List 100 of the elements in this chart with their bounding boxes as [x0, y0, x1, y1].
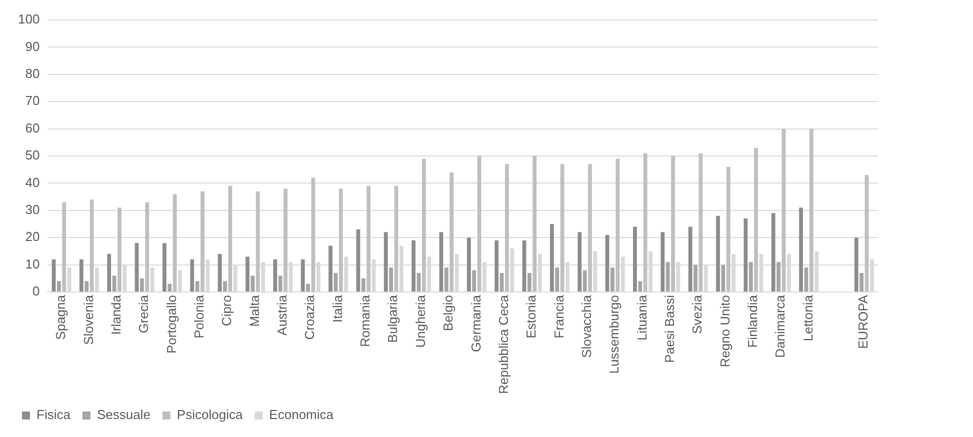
bar — [666, 262, 670, 292]
y-tick-label: 90 — [25, 38, 40, 54]
bar — [90, 200, 94, 292]
bar — [134, 243, 139, 292]
y-tick-label: 80 — [25, 66, 40, 81]
bar — [218, 254, 222, 292]
bar — [466, 238, 471, 292]
bar — [284, 188, 288, 292]
bar — [384, 232, 388, 292]
bar — [422, 158, 426, 292]
bar — [107, 254, 112, 292]
bar — [112, 276, 116, 292]
x-tick-label: Croazia — [302, 294, 318, 340]
x-tick-label: Portogallo — [164, 294, 179, 354]
bar — [79, 259, 84, 292]
bar — [256, 191, 260, 292]
bar — [522, 240, 526, 292]
y-tick-label: 30 — [25, 202, 40, 217]
x-tick-label: Paesi Bassi — [662, 294, 677, 363]
bar — [477, 156, 482, 292]
bar — [328, 246, 332, 292]
x-tick-label: Malta — [246, 294, 262, 327]
bar — [721, 264, 726, 292]
bar — [860, 272, 864, 292]
bar — [140, 278, 144, 292]
x-tick-label: Italia — [330, 294, 345, 322]
legend-label: Psicologica — [176, 407, 244, 422]
y-tick-label: 70 — [25, 93, 40, 108]
y-tick-label: 0 — [32, 284, 40, 299]
bar — [361, 278, 366, 292]
x-tick-label: Ungheria — [412, 294, 428, 348]
x-tick-label: Svezia — [690, 294, 705, 334]
bar — [444, 268, 448, 292]
bar — [688, 226, 692, 292]
bar — [560, 164, 564, 292]
bar — [616, 158, 620, 292]
bar — [771, 213, 776, 292]
x-tick-label: Germania — [468, 294, 484, 352]
bar — [389, 268, 394, 292]
bar — [864, 175, 869, 292]
bar — [744, 218, 748, 292]
x-tick-label: Finlandia — [745, 294, 760, 348]
bar — [638, 281, 642, 292]
x-tick-label: Estonia — [524, 294, 539, 338]
bar — [195, 281, 200, 292]
bar — [439, 232, 444, 292]
y-tick-label: 40 — [25, 174, 40, 190]
bar — [162, 243, 166, 292]
bar — [273, 259, 278, 292]
legend-label: Economica — [269, 407, 334, 422]
bar — [416, 272, 421, 292]
bar — [527, 272, 532, 292]
x-tick-label: Cipro — [219, 294, 234, 326]
bar — [472, 270, 476, 292]
bar — [394, 186, 398, 292]
bar — [246, 256, 250, 292]
bar — [776, 262, 780, 292]
x-tick-label: Romania — [358, 294, 373, 348]
bar — [168, 284, 172, 292]
x-tick-label: Lettonia — [800, 294, 816, 342]
x-tick-label: Slovacchia — [578, 294, 594, 358]
y-tick-label: 60 — [25, 120, 40, 136]
bar — [250, 276, 255, 292]
bar — [338, 188, 343, 292]
bar — [555, 268, 560, 292]
bar — [671, 156, 675, 292]
bar — [578, 232, 582, 292]
bar — [698, 153, 703, 292]
bar — [450, 172, 454, 292]
bar — [84, 281, 89, 292]
bar — [633, 226, 637, 292]
y-tick-label: 10 — [25, 256, 40, 272]
x-tick-label: Lituania — [634, 294, 650, 341]
x-tick-label: Grecia — [136, 294, 152, 334]
bar — [854, 238, 858, 292]
bar — [300, 259, 305, 292]
bar — [804, 268, 808, 292]
x-tick-label: EUROPA — [856, 294, 871, 349]
y-tick-label: 20 — [25, 229, 40, 244]
bar — [356, 229, 360, 292]
bar — [118, 208, 122, 292]
bar — [172, 194, 177, 292]
x-tick-label: Slovenia — [80, 294, 96, 345]
bar — [643, 153, 648, 292]
bar — [694, 264, 698, 292]
legend-label: Sessuale — [96, 407, 150, 422]
bar — [190, 259, 194, 292]
x-tick-label: Austria — [274, 294, 290, 336]
bar — [748, 262, 753, 292]
bar — [726, 166, 730, 292]
x-tick-label: Regno Unito — [717, 294, 732, 368]
x-tick-label: Polonia — [191, 294, 206, 338]
x-tick-label: Bulgaria — [385, 294, 400, 343]
bar — [605, 234, 610, 292]
bar — [306, 284, 310, 292]
x-tick-label: Irlanda — [108, 294, 124, 335]
bar — [494, 240, 499, 292]
bar — [52, 259, 56, 292]
bar — [56, 281, 61, 292]
bar — [500, 272, 504, 292]
